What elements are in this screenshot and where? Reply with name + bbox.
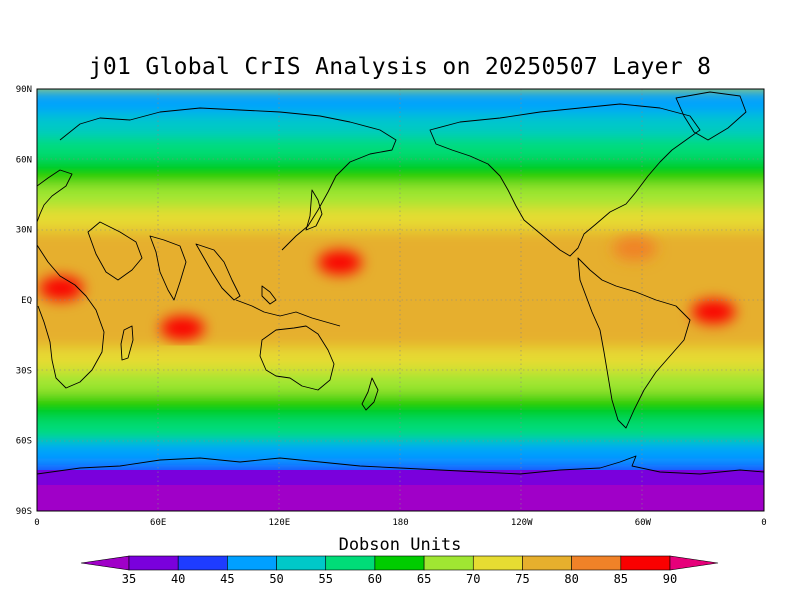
latitude-label: 90N xyxy=(16,85,32,95)
latitude-label: 60N xyxy=(16,155,32,165)
coast-japan xyxy=(305,189,323,231)
zonal-band xyxy=(37,112,764,137)
ozone-maximum xyxy=(39,276,84,301)
zonal-band xyxy=(37,89,764,114)
colorbar-bin xyxy=(177,555,228,571)
colorbar-tick-label: 35 xyxy=(122,572,136,586)
graticule xyxy=(37,89,764,511)
zonal-band xyxy=(37,300,764,325)
zonal-band xyxy=(37,135,764,161)
longitude-label: 0 xyxy=(34,518,39,528)
colorbar: 35 40 45 50 55 60 65 70 75 80 85 90 xyxy=(80,555,719,586)
colorbar-tick-label: 75 xyxy=(515,572,529,586)
colorbar-bin xyxy=(227,555,277,571)
colorbar-high-arrow xyxy=(669,555,719,571)
colorbar-tick-label: 80 xyxy=(564,572,578,586)
coast-north-america xyxy=(429,103,701,257)
coast-eurasia-north xyxy=(59,107,397,251)
antarctic-min-band xyxy=(37,485,764,511)
colorbar-bin xyxy=(571,555,622,571)
colorbar-bin xyxy=(472,555,523,571)
colorbar-bin xyxy=(620,555,671,571)
colorbar-bin xyxy=(423,555,474,571)
coast-australia xyxy=(259,325,335,391)
longitude-label: 120E xyxy=(268,518,290,528)
coast-south-america xyxy=(577,257,691,429)
latitude-label: 90S xyxy=(16,507,32,517)
colorbar-bin xyxy=(128,555,179,571)
coast-arabia xyxy=(87,221,143,281)
ozone-maximum xyxy=(160,316,205,341)
latitude-label: 30N xyxy=(16,226,32,236)
colorbar-tick-label: 50 xyxy=(269,572,283,586)
map-title: j01 Global CrIS Analysis on 20250507 Lay… xyxy=(88,54,712,80)
colorbar-tick-label: 45 xyxy=(220,572,234,586)
ozone-maximum xyxy=(612,236,657,261)
zonal-band xyxy=(37,253,764,278)
longitude-label: 60W xyxy=(635,518,652,528)
colorbar-bin xyxy=(522,555,572,571)
zonal-band xyxy=(37,229,764,255)
longitude-label: 180 xyxy=(392,518,408,528)
coast-indonesia xyxy=(235,285,341,327)
coast-new-zealand xyxy=(361,377,379,411)
longitude-label: 60E xyxy=(150,518,166,528)
latitude-label: 60S xyxy=(16,437,32,447)
colorbar-bin xyxy=(276,555,327,571)
colorbar-low-arrow xyxy=(80,555,130,571)
zonal-band xyxy=(37,393,764,419)
ozone-maximum xyxy=(691,299,736,324)
coast-antarctica xyxy=(37,455,764,475)
colorbar-bin xyxy=(374,555,425,571)
longitude-label: 120W xyxy=(511,518,533,528)
coast-madagascar xyxy=(120,325,134,361)
coast-greenland xyxy=(675,91,747,141)
zonal-band xyxy=(37,346,764,372)
colorbar-tick-label: 90 xyxy=(663,572,677,586)
colorbar-tick-label: 70 xyxy=(466,572,480,586)
colorbar-bin xyxy=(325,555,376,571)
longitude-label: 0 xyxy=(761,518,766,528)
coast-india xyxy=(149,235,187,301)
zonal-band xyxy=(37,182,764,208)
latitude-label: EQ xyxy=(21,296,32,306)
zonal-band xyxy=(37,440,764,466)
colorbar-tick-label: 55 xyxy=(319,572,333,586)
zonal-band xyxy=(37,417,764,442)
latitude-label: 30S xyxy=(16,366,32,376)
colorbar-title: Dobson Units xyxy=(338,535,462,555)
zonal-band xyxy=(37,370,764,395)
latitude-labels: 90N 60N 30N EQ 30S 60S 90S xyxy=(16,85,32,517)
colorbar-tick-label: 85 xyxy=(614,572,628,586)
coastlines xyxy=(37,91,764,475)
coast-se-asia xyxy=(195,243,241,301)
colorbar-tick-label: 65 xyxy=(417,572,431,586)
map-frame xyxy=(36,88,765,512)
colorbar-tick-label: 60 xyxy=(368,572,382,586)
zonal-band xyxy=(37,206,764,231)
zonal-band xyxy=(37,276,764,301)
zonal-band xyxy=(37,159,764,184)
coast-africa xyxy=(37,169,105,389)
ozone-maximum xyxy=(317,250,362,275)
colorbar-tick-label: 40 xyxy=(171,572,185,586)
longitude-labels: 0 60E 120E 180 120W 60W 0 xyxy=(34,518,766,528)
